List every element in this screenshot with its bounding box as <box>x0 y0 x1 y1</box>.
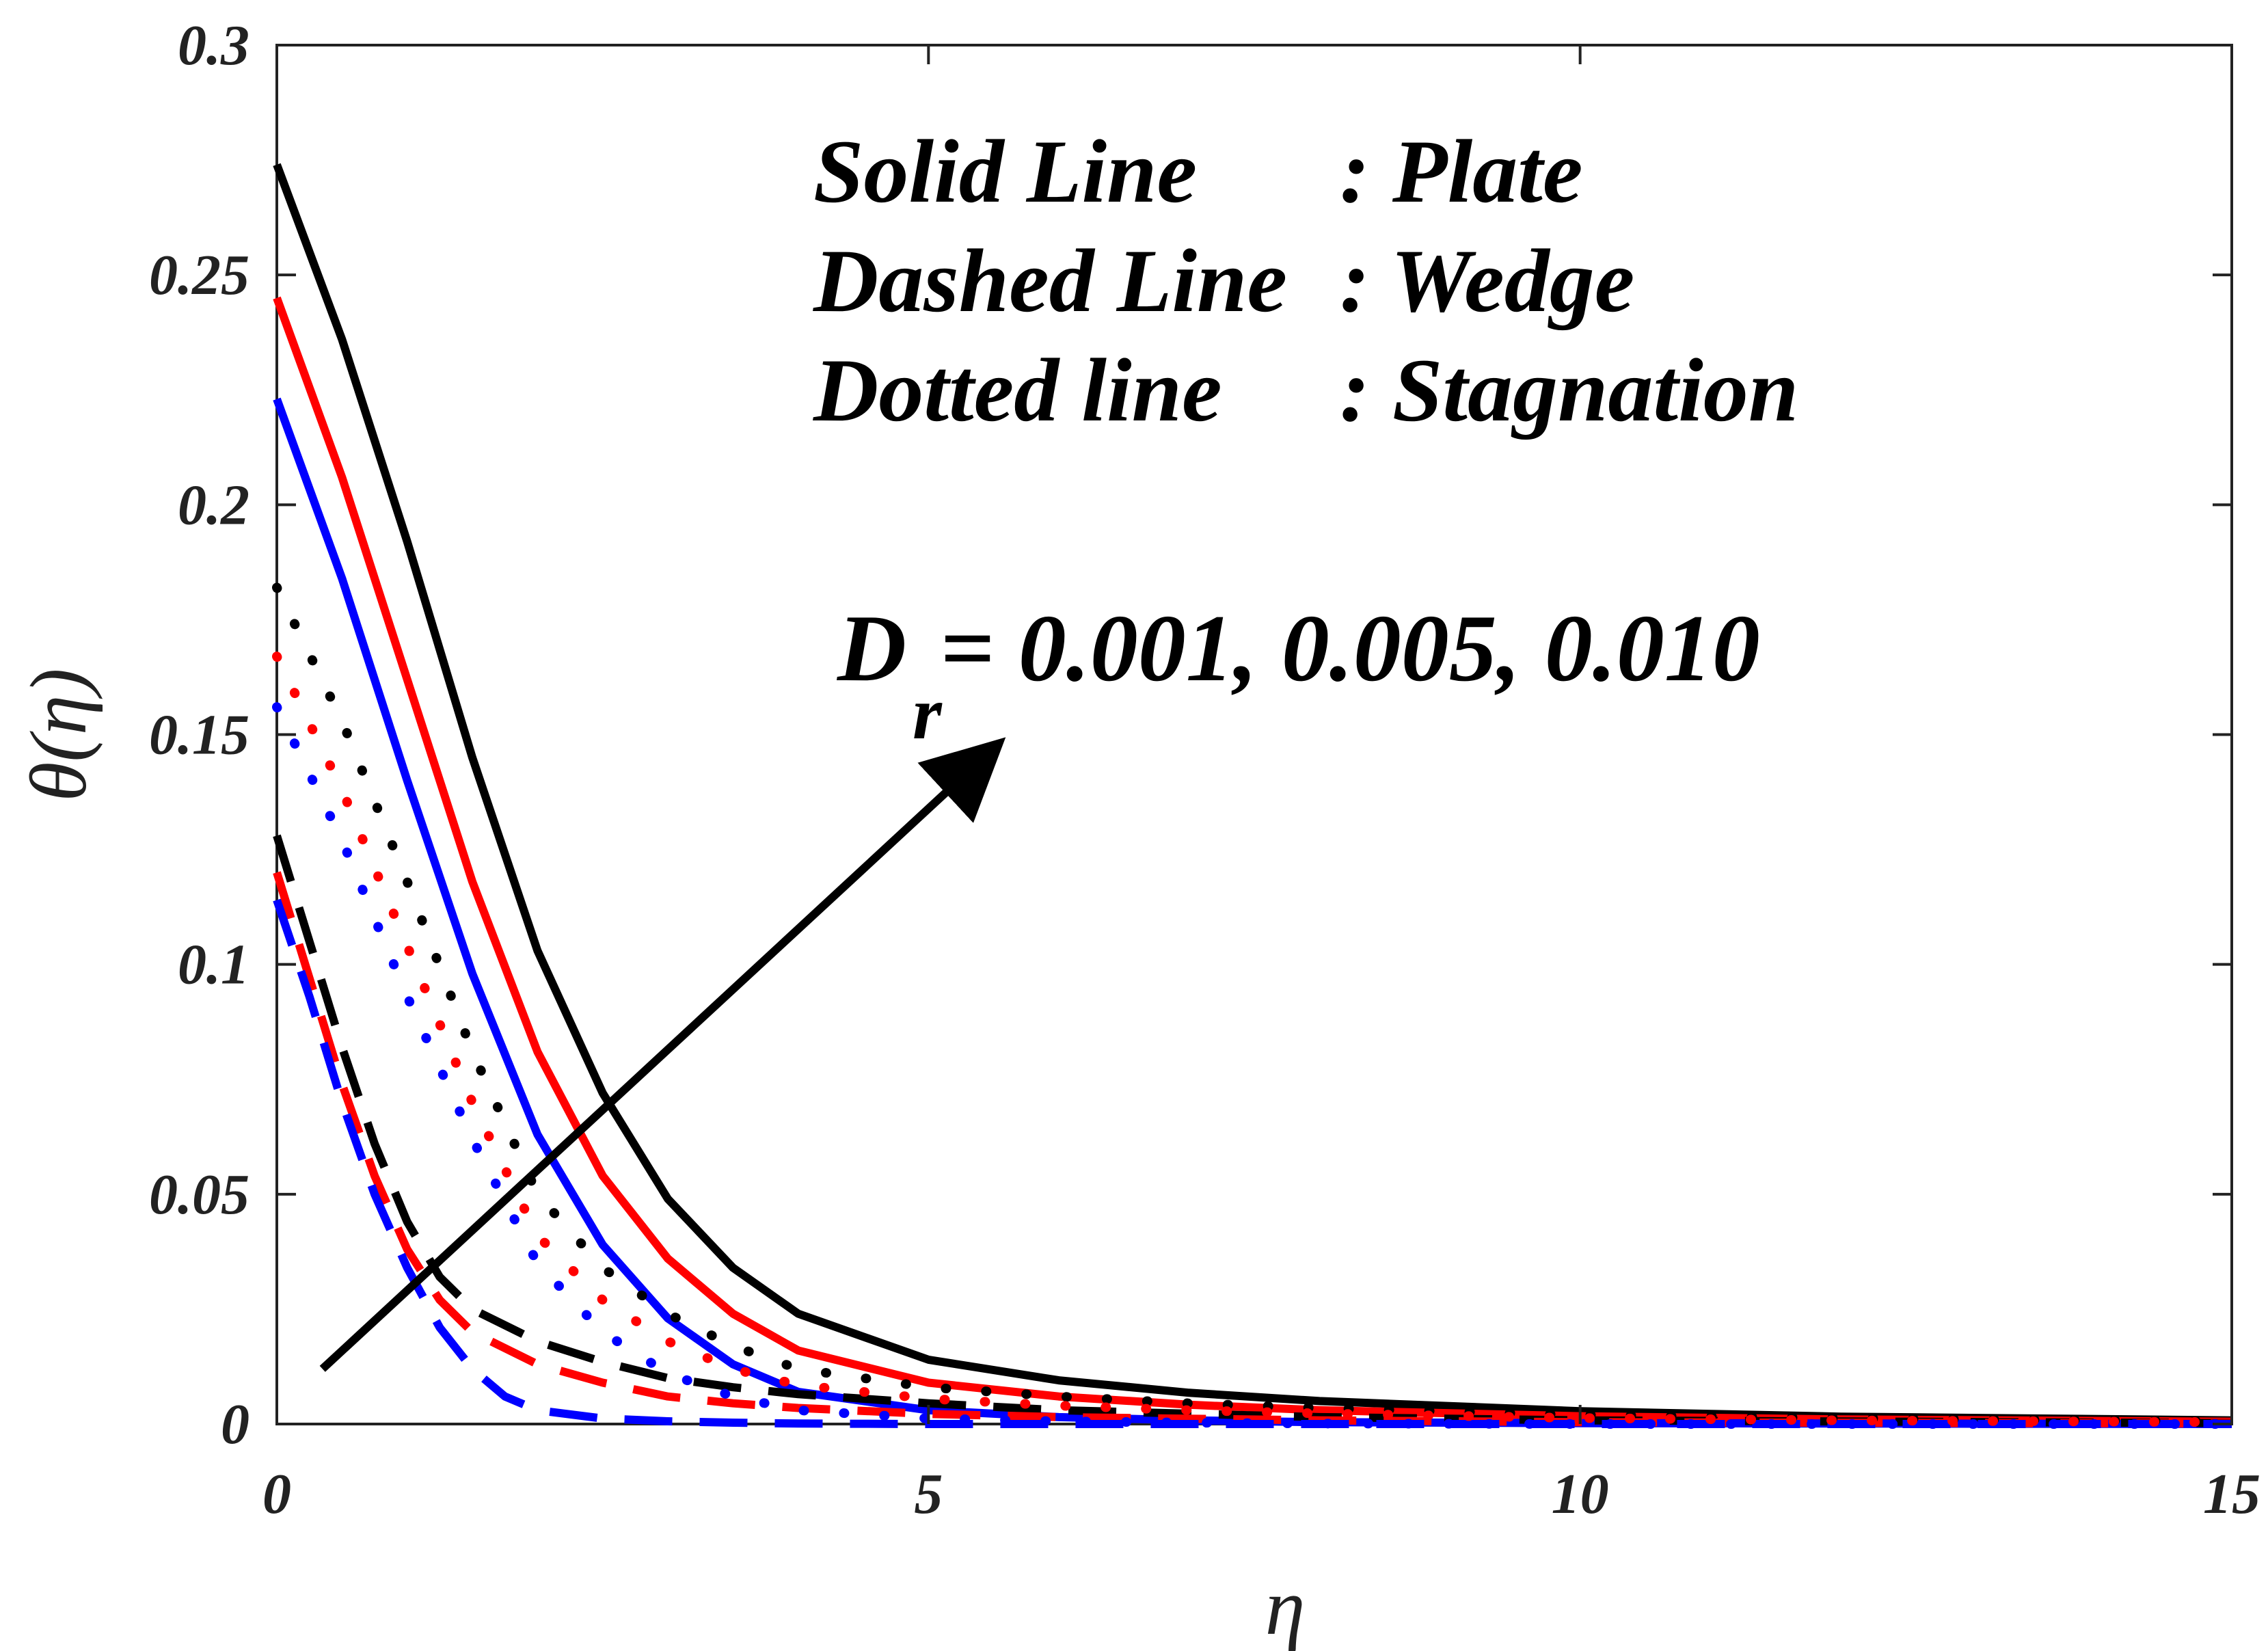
legend-dashed-value: : Wedge <box>1340 230 1634 331</box>
plot-area: 0 5 10 15 0 0.05 0.1 0.15 0.2 0.25 0.3 <box>149 14 2260 1526</box>
series-dashed-5 <box>273 898 2232 1428</box>
dr-annotation-subscript: r <box>913 671 943 755</box>
legend-dotted-value: : Stagnation <box>1340 340 1798 440</box>
x-tick-label: 0 <box>262 1462 291 1526</box>
x-axis-label: η <box>1265 1562 1306 1651</box>
y-axis-label: θ(η) <box>14 668 103 801</box>
series-dashed-4 <box>273 871 2232 1428</box>
dr-arrow <box>319 737 1006 1372</box>
y-tick-label: 0.2 <box>178 473 249 537</box>
series-dashed-3 <box>273 834 2232 1427</box>
dr-annotation: D r = 0.001, 0.005, 0.010 <box>319 595 1760 1372</box>
y-tick-label: 0.05 <box>149 1163 249 1226</box>
dr-annotation-main: D <box>836 595 906 701</box>
y-tick-label: 0.3 <box>178 14 249 77</box>
series-dotted-8 <box>272 702 2237 1429</box>
legend-solid-value: : Plate <box>1340 121 1583 222</box>
legend-dashed-name: Dashed Line <box>813 230 1287 331</box>
x-tick-label: 15 <box>2203 1462 2260 1526</box>
series-solid-0 <box>273 163 2232 1425</box>
series-dotted-6 <box>272 582 2237 1426</box>
y-tick-label: 0 <box>221 1393 249 1456</box>
dr-annotation-values: = 0.001, 0.005, 0.010 <box>940 595 1760 701</box>
x-tick-label: 5 <box>914 1462 943 1526</box>
y-tick-label: 0.1 <box>178 933 249 997</box>
tick-layer: 0 5 10 15 0 0.05 0.1 0.15 0.2 0.25 0.3 <box>149 14 2260 1526</box>
legend-dotted-name: Dotted line <box>813 340 1222 440</box>
legend-solid-name: Solid Line <box>813 121 1197 222</box>
x-tick-label: 10 <box>1552 1462 1609 1526</box>
y-tick-label: 0.15 <box>149 703 249 767</box>
series-layer <box>272 163 2237 1429</box>
legend: Solid Line : Plate Dashed Line : Wedge D… <box>813 121 1798 440</box>
y-tick-label: 0.25 <box>149 243 249 307</box>
series-solid-1 <box>273 296 2232 1426</box>
series-dotted-7 <box>272 652 2237 1427</box>
